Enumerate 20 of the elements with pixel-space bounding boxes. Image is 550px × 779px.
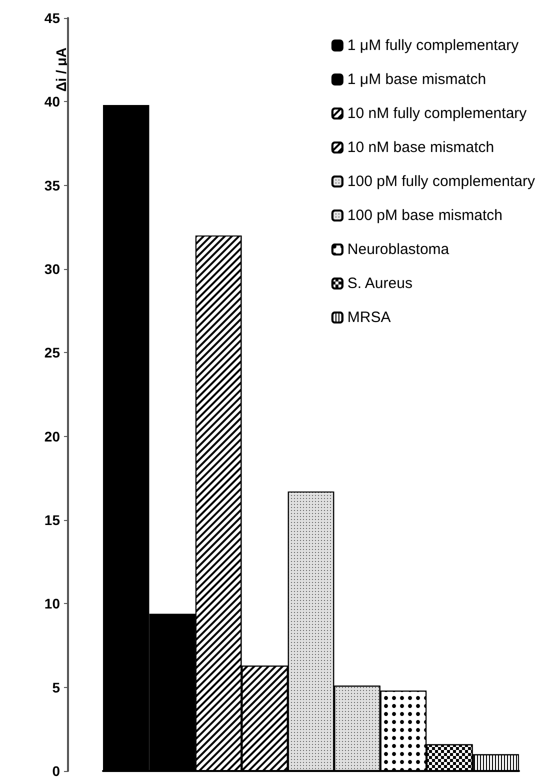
legend-label: 100 pM fully complementary xyxy=(347,173,536,190)
legend-label: 100 pM base mismatch xyxy=(347,207,502,224)
y-tick-label: 15 xyxy=(44,512,60,528)
legend-label: MRSA xyxy=(347,309,391,326)
legend-label: 10 nM fully complementary xyxy=(347,105,528,122)
y-tick-label: 30 xyxy=(44,261,60,277)
y-tick-label: 25 xyxy=(44,344,60,361)
y-tick-label: 35 xyxy=(44,177,60,194)
y-tick-label: 20 xyxy=(44,428,60,444)
y-tick-label: 5 xyxy=(52,679,60,696)
y-tick-label: 0 xyxy=(52,763,60,779)
legend-label: 10 nM base mismatch xyxy=(347,139,494,156)
y-tick-label: 45 xyxy=(44,10,60,26)
legend-label: Neuroblastoma xyxy=(347,241,450,258)
y-tick-label: 40 xyxy=(44,94,60,110)
legend-label: 1 μM fully complementary xyxy=(347,37,520,54)
legend-label: S. Aureus xyxy=(347,275,412,292)
y-axis-title: Δi / μA xyxy=(53,47,69,92)
y-tick-label: 10 xyxy=(44,596,60,612)
legend-label: 1 μM base mismatch xyxy=(347,71,486,88)
